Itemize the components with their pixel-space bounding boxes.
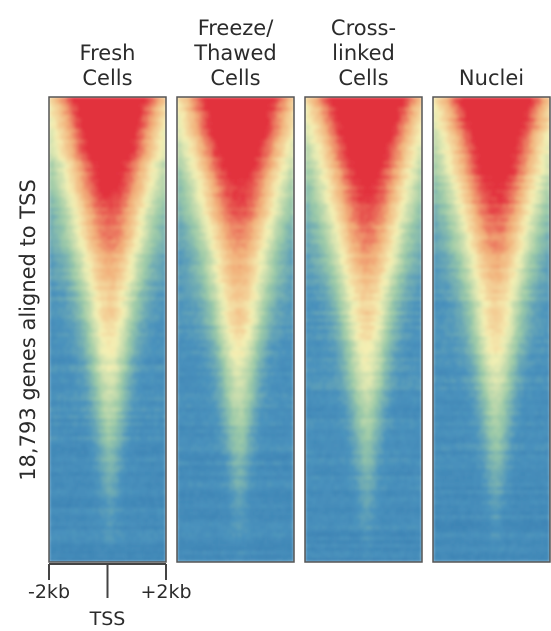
heatmap-panel-3: [304, 96, 423, 563]
heatmap-cells: [49, 97, 166, 562]
x-tick-label: +2kb: [140, 581, 191, 603]
heatmap-panel-2: [176, 96, 295, 563]
panel-border: [304, 96, 423, 563]
panel-title: Cross- linked Cells: [295, 16, 432, 91]
panel-title: Fresh Cells: [39, 41, 176, 91]
heatmap-panels: [48, 96, 551, 563]
panel-border: [432, 96, 551, 563]
x-tick-label: TSS: [90, 608, 126, 630]
heatmap-panel-1: [48, 96, 167, 563]
heatmap-panel-4: [432, 96, 551, 563]
heatmap-cells: [177, 97, 294, 562]
panel-border: [176, 96, 295, 563]
heatmap-cells: [433, 97, 550, 562]
x-tick-label: -2kb: [28, 581, 70, 603]
panel-title: Freeze/ Thawed Cells: [167, 16, 304, 91]
x-axis: [48, 563, 167, 598]
heatmap-cells: [305, 97, 422, 562]
panel-title: Nuclei: [423, 66, 551, 91]
panel-border: [48, 96, 167, 563]
